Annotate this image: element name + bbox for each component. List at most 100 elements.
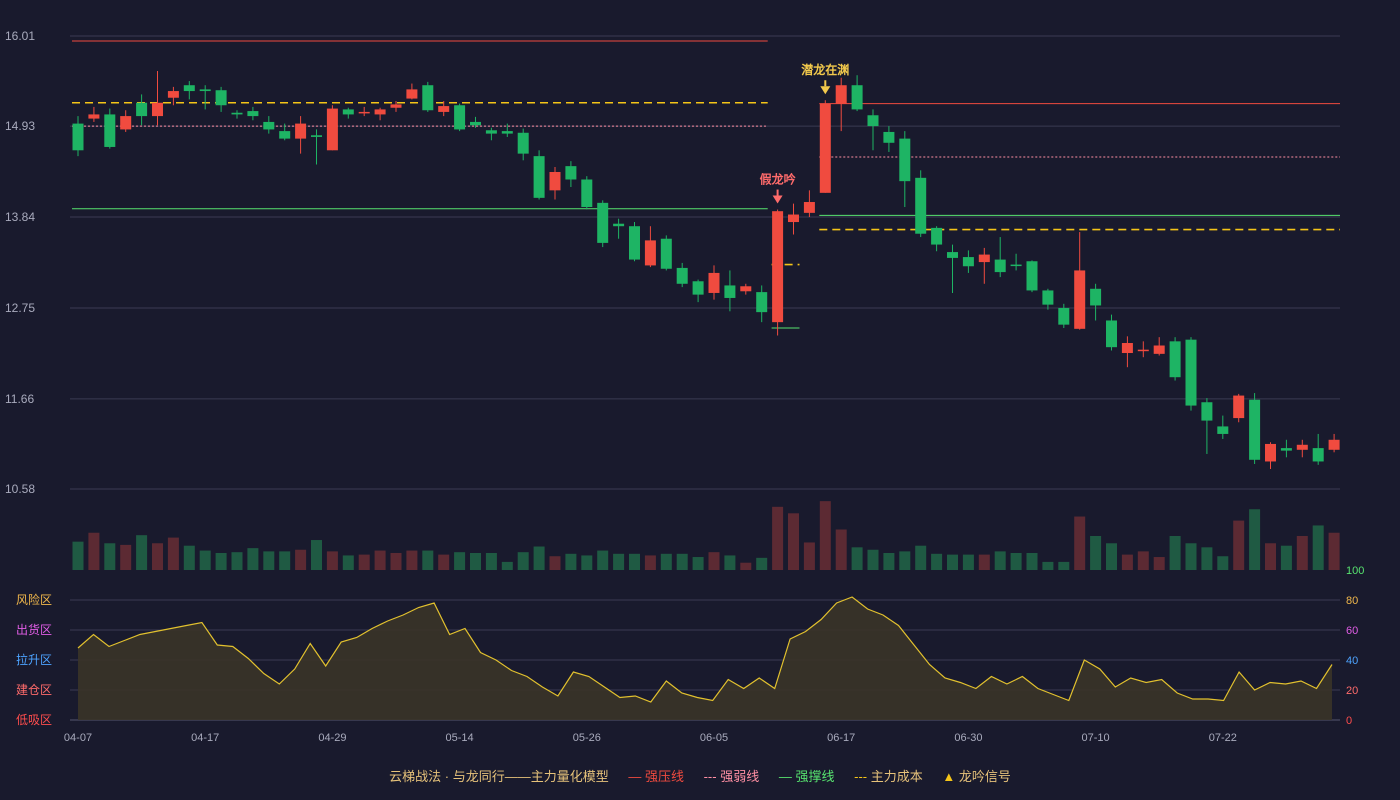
volume-bar: [692, 557, 704, 570]
candle-body: [406, 89, 418, 99]
price-tick-label: 14.93: [5, 119, 35, 133]
volume-bar: [915, 545, 927, 570]
volume-bar: [1217, 556, 1229, 570]
zone-label: 风险区: [16, 592, 52, 607]
candle-body: [1169, 341, 1181, 378]
volume-bar: [390, 552, 402, 570]
candle-body: [835, 85, 847, 104]
candle-body: [1121, 343, 1133, 354]
candle-body: [1201, 402, 1213, 421]
candle-body: [215, 90, 227, 106]
indicator-tick-label: 0: [1346, 715, 1352, 727]
legend-support: — 强撑线: [778, 769, 835, 784]
candle-body: [454, 105, 466, 130]
volume-bar: [311, 540, 322, 570]
volume-bar: [136, 535, 148, 570]
candle-body: [358, 111, 370, 114]
volume-bar: [406, 550, 418, 570]
candle-body: [962, 257, 974, 267]
volume-bar: [994, 551, 1006, 570]
volume-bar: [120, 544, 132, 570]
volume-bar: [978, 554, 990, 570]
volume-bar: [517, 552, 529, 570]
zone-label: 拉升区: [16, 652, 52, 667]
candle-body: [342, 109, 354, 115]
volume-bar: [1312, 525, 1324, 570]
candle-body: [263, 121, 275, 130]
candle-body: [597, 202, 609, 243]
x-tick-label: 07-10: [1082, 732, 1110, 744]
candle-body: [1010, 264, 1022, 267]
volume-bar: [1026, 552, 1038, 570]
candle-body: [899, 138, 911, 182]
candle-body: [1249, 399, 1261, 460]
candle-body: [517, 132, 529, 154]
candle-body: [1074, 270, 1086, 329]
indicator-line: [77, 596, 1333, 703]
price-tick-label: 13.84: [5, 210, 35, 224]
x-tick-label: 05-26: [573, 732, 601, 744]
candle-body: [279, 131, 291, 139]
x-tick-label: 07-22: [1209, 732, 1237, 744]
volume-bar: [899, 551, 911, 570]
candle-body: [915, 177, 927, 234]
candle-body: [803, 202, 815, 213]
volume-bar: [1169, 535, 1181, 570]
volume-bar: [724, 555, 736, 570]
candle-body: [136, 102, 148, 117]
candle-body: [438, 106, 450, 112]
candle-body: [581, 179, 593, 208]
volume-bars: [72, 501, 1340, 570]
candle-body: [501, 131, 513, 134]
candle-body: [676, 267, 688, 284]
volume-bar: [152, 543, 163, 570]
candle-body: [819, 103, 831, 193]
indicator-tick-label: 20: [1346, 685, 1358, 697]
x-tick-label: 06-30: [954, 732, 982, 744]
price-tick-label: 16.01: [5, 29, 35, 43]
candle-body: [692, 281, 704, 295]
candle-body: [1153, 345, 1165, 354]
signal-label: 假龙吟: [760, 172, 796, 187]
candle-body: [485, 130, 497, 134]
volume-bar: [533, 546, 545, 570]
zone-label: 出货区: [16, 622, 52, 637]
candle-body: [947, 252, 958, 258]
volume-bar: [1090, 535, 1102, 570]
volume-bar: [470, 552, 481, 570]
indicator-axis: 0 20 40 60 80 100: [1346, 565, 1364, 727]
candle-body: [1296, 444, 1308, 450]
candle-body: [1042, 290, 1054, 305]
candle-body: [565, 166, 577, 180]
candle-body: [629, 226, 640, 260]
volume-bar: [740, 562, 752, 570]
volume-bar: [1249, 509, 1261, 570]
legend-pressure: — 强压线: [628, 769, 684, 784]
candle-body: [1058, 307, 1070, 325]
candle-body: [708, 272, 720, 293]
legend-weak: --- 强弱线: [703, 769, 760, 784]
candle-body: [1312, 448, 1324, 462]
legend-cost: --- 主力成本: [854, 769, 923, 784]
candle-body: [167, 91, 179, 98]
x-tick-label: 06-05: [700, 732, 728, 744]
volume-bar: [756, 557, 768, 570]
x-tick-label: 05-14: [446, 732, 474, 744]
candle-body: [1280, 448, 1292, 451]
volume-bar: [501, 561, 513, 570]
candle-body: [756, 292, 768, 313]
volume-bar: [708, 552, 720, 570]
volume-bar: [803, 542, 815, 570]
grid-lines: [70, 35, 1340, 721]
volume-bar: [231, 552, 243, 570]
x-tick-label: 04-07: [64, 732, 92, 744]
price-tick-label: 10.58: [5, 482, 35, 496]
volume-bar: [1074, 516, 1086, 570]
volume-bar: [279, 551, 291, 570]
volume-bar: [1010, 552, 1022, 570]
volume-bar: [931, 553, 943, 570]
candle-body: [88, 114, 100, 119]
volume-bar: [485, 552, 497, 570]
volume-bar: [1185, 543, 1197, 570]
signal-label: 潜龙在渊: [801, 62, 849, 77]
